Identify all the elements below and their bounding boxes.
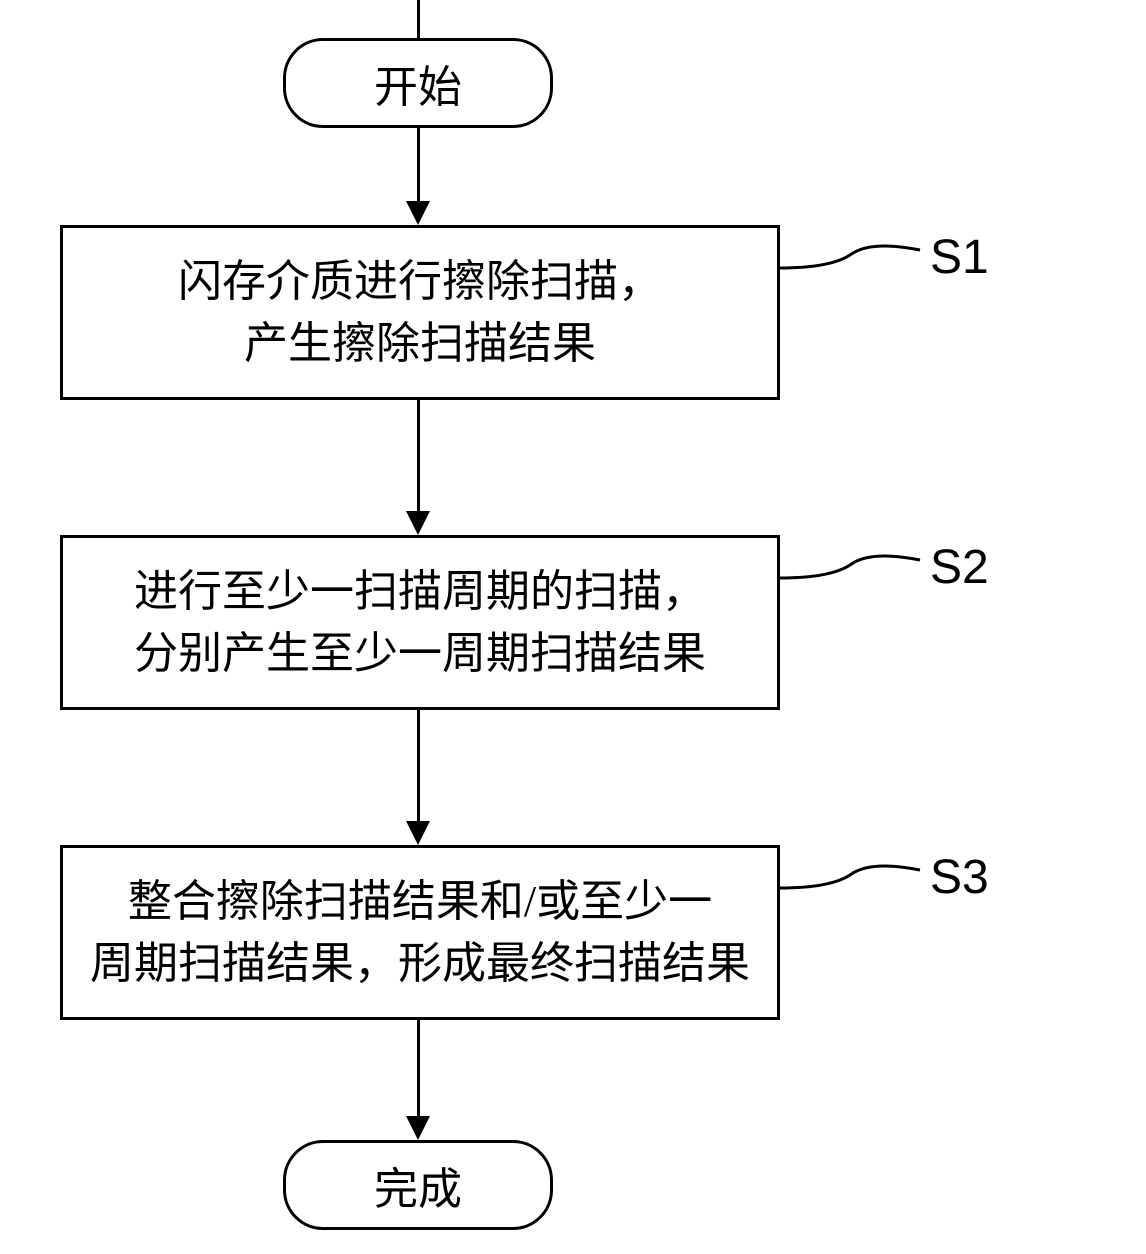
step3-text: 整合擦除扫描结果和/或至少一 周期扫描结果，形成最终扫描结果 [90, 871, 750, 994]
connector-s2 [780, 540, 930, 600]
step1-node: 闪存介质进行擦除扫描， 产生擦除扫描结果 [60, 225, 780, 400]
start-label: 开始 [374, 51, 462, 115]
edge-step1-step2 [417, 400, 420, 511]
arrow-step1-step2 [406, 511, 430, 535]
step1-label: S1 [930, 230, 989, 285]
edge-step2-step3 [417, 710, 420, 821]
arrow-step3-end [406, 1116, 430, 1140]
step2-label: S2 [930, 540, 989, 595]
end-label: 完成 [374, 1153, 462, 1217]
edge-step3-end [417, 1020, 420, 1116]
flowchart-container: 开始 闪存介质进行擦除扫描， 产生擦除扫描结果 S1 进行至少一扫描周期的扫描，… [0, 0, 1146, 1254]
step3-node: 整合擦除扫描结果和/或至少一 周期扫描结果，形成最终扫描结果 [60, 845, 780, 1020]
end-node: 完成 [283, 1140, 553, 1230]
arrow-step2-step3 [406, 821, 430, 845]
step2-text: 进行至少一扫描周期的扫描， 分别产生至少一周期扫描结果 [134, 561, 706, 684]
arrow-start-step1 [406, 201, 430, 225]
start-node: 开始 [283, 38, 553, 128]
step3-label: S3 [930, 850, 989, 905]
edge-start-step1 [417, 128, 420, 201]
step2-node: 进行至少一扫描周期的扫描， 分别产生至少一周期扫描结果 [60, 535, 780, 710]
step1-text: 闪存介质进行擦除扫描， 产生擦除扫描结果 [178, 251, 662, 374]
connector-s1 [780, 230, 930, 290]
connector-s3 [780, 850, 930, 910]
edge-top-start [417, 0, 420, 38]
